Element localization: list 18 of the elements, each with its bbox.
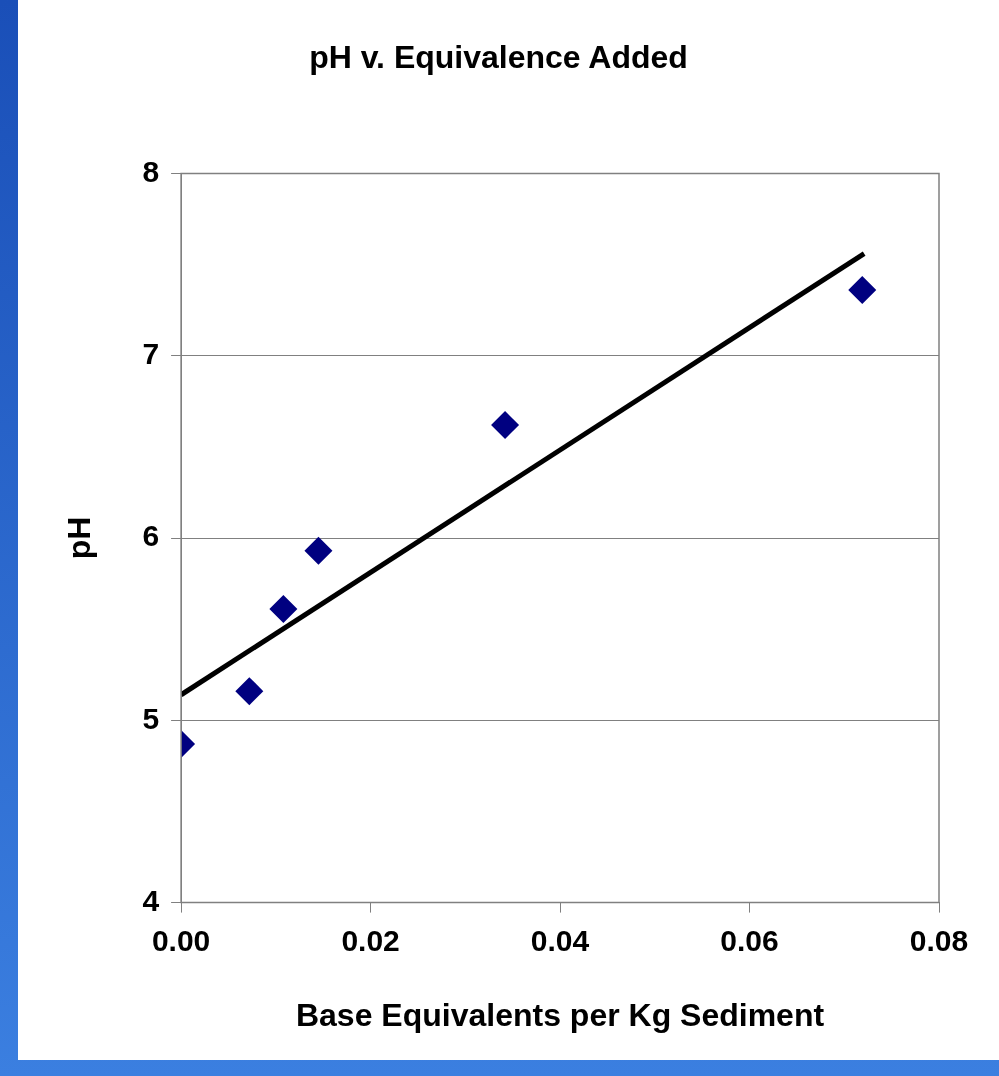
point (269, 595, 298, 624)
chart-title: pH v. Equivalence Added (309, 39, 688, 76)
y-tick-label: 6 (142, 519, 160, 553)
y-tick-label: 4 (142, 883, 160, 917)
point (848, 276, 877, 305)
point (235, 677, 264, 706)
x-axis-title: Base Equivalents per Kg Sediment (295, 996, 825, 1033)
point (304, 536, 333, 565)
x-tick-label: 0.08 (909, 923, 969, 957)
x-tick-label: 0.04 (530, 923, 590, 957)
x-tick-label: 0.06 (720, 923, 779, 957)
y-tick-label: 8 (142, 154, 160, 188)
y-tick-label: 5 (142, 701, 160, 735)
y-axis-title: pH (61, 516, 98, 560)
y-tick-label: 7 (142, 336, 160, 370)
point (491, 410, 520, 439)
x-tick-label: 0.02 (341, 923, 400, 957)
x-tick-label: 0.00 (151, 923, 211, 957)
